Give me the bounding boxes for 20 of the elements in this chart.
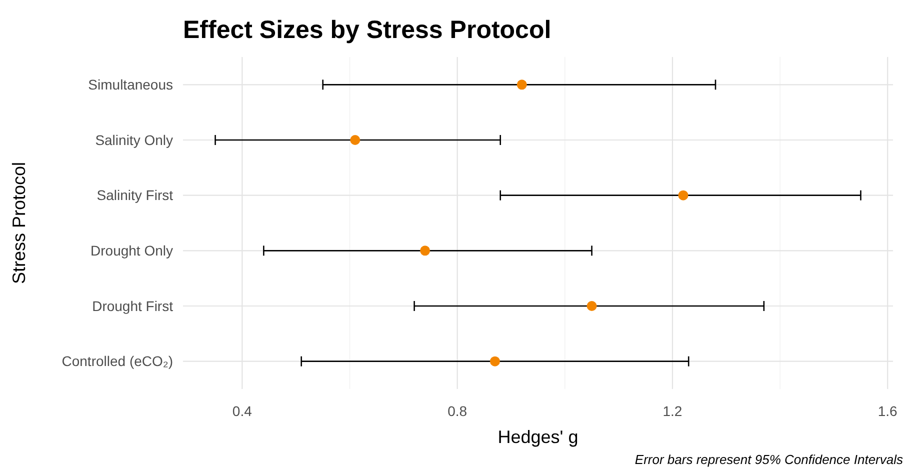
y-tick-label: Salinity First [96, 187, 174, 204]
point [420, 246, 430, 256]
point [586, 301, 597, 311]
y-axis-title: Stress Protocol [9, 162, 29, 284]
chart-title: Effect Sizes by Stress Protocol [183, 16, 552, 44]
x-tick-label: 0.4 [232, 403, 252, 419]
y-tick-label: Controlled (eCO₂) [62, 353, 173, 370]
x-tick-label: 0.8 [448, 403, 468, 419]
text: Error bars represent 95% Confidence Intervals [634, 452, 904, 467]
y-tick-label: Drought First [92, 298, 174, 314]
point [490, 356, 500, 366]
y-tick-label: Salinity Only [95, 132, 173, 148]
y-tick-label: Simultaneous [88, 76, 173, 93]
y-tick-label: Drought Only [90, 242, 173, 259]
x-axis-title: Hedges' g [498, 427, 578, 447]
x-tick-label: 1.6 [878, 403, 898, 419]
point [516, 80, 527, 90]
point [678, 190, 688, 200]
x-tick-label: 1.2 [662, 403, 682, 419]
point [350, 135, 360, 145]
